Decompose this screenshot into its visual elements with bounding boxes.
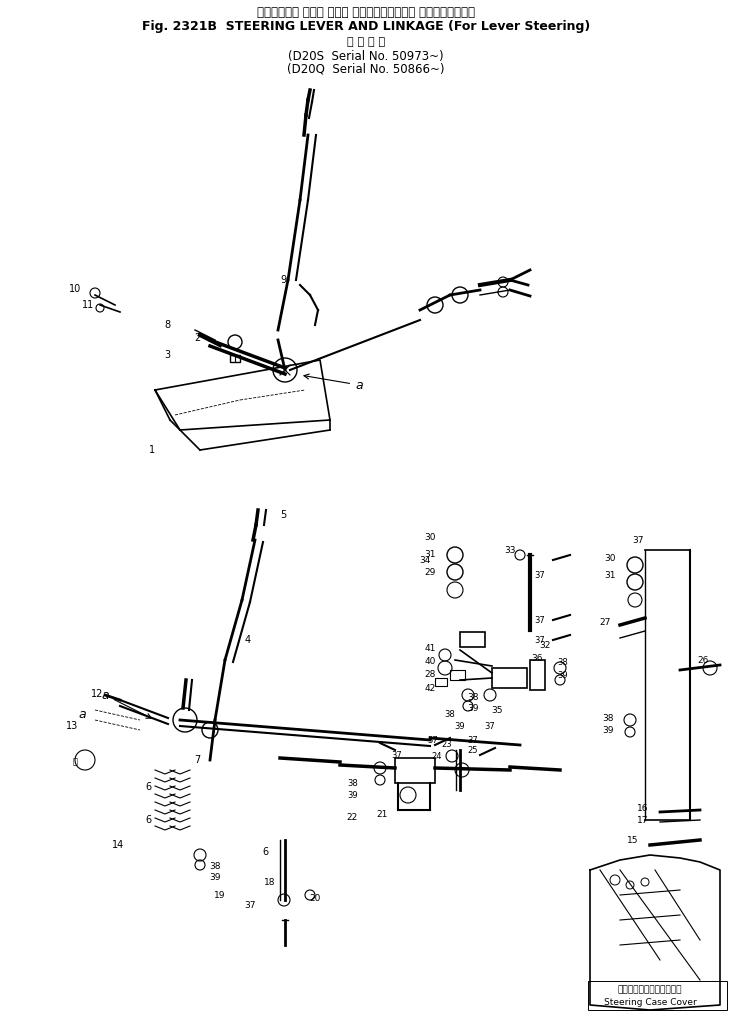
Text: 39: 39 [454, 722, 465, 731]
Text: 41: 41 [424, 644, 435, 652]
Text: 38: 38 [209, 862, 221, 871]
Text: 6: 6 [145, 782, 151, 792]
Text: 30: 30 [604, 554, 616, 562]
Text: 39: 39 [347, 790, 358, 799]
Text: 8: 8 [164, 320, 170, 330]
Text: 5: 5 [280, 510, 286, 520]
Text: (D20S  Serial No. 50973~): (D20S Serial No. 50973~) [288, 49, 443, 62]
Text: 31: 31 [424, 550, 435, 558]
Text: 12: 12 [91, 689, 103, 699]
Text: 32: 32 [539, 641, 550, 650]
Text: 38: 38 [603, 713, 614, 723]
Text: 31: 31 [604, 570, 616, 579]
Text: 39: 39 [209, 873, 221, 882]
Text: 11: 11 [82, 300, 94, 310]
Text: 37: 37 [633, 536, 644, 545]
Text: 29: 29 [424, 567, 435, 576]
Text: 17: 17 [637, 816, 649, 825]
Text: 42: 42 [424, 684, 435, 693]
Text: 34: 34 [419, 556, 431, 564]
Text: 37: 37 [427, 736, 438, 744]
Text: 1: 1 [149, 445, 155, 455]
Text: (D20Q  Serial No. 50866~): (D20Q Serial No. 50866~) [287, 62, 445, 76]
Bar [230, 355, 240, 362]
Text: 20: 20 [309, 893, 321, 902]
Text: 13: 13 [66, 721, 78, 731]
Text: 38: 38 [467, 693, 479, 701]
Text: 6: 6 [145, 815, 151, 825]
Bar [395, 758, 435, 783]
Text: 36: 36 [531, 653, 542, 662]
Text: 21: 21 [376, 809, 388, 819]
Text: 39: 39 [603, 726, 614, 735]
Text: a: a [78, 707, 86, 721]
Text: 6: 6 [262, 847, 268, 857]
Text: 19: 19 [214, 890, 226, 899]
Text: 37: 37 [485, 722, 496, 731]
Text: 38: 38 [558, 657, 568, 666]
Text: 26: 26 [697, 655, 709, 664]
Text: 適 用 号 機: 適 用 号 機 [347, 37, 385, 47]
Text: 18: 18 [265, 878, 276, 886]
Bar [450, 670, 465, 680]
Text: 25: 25 [468, 745, 478, 754]
Text: 14: 14 [112, 840, 124, 850]
Text: 4: 4 [245, 635, 251, 645]
Bar [492, 668, 527, 688]
Text: 24: 24 [432, 751, 442, 760]
Text: 23: 23 [442, 740, 452, 748]
Text: 2: 2 [194, 333, 200, 343]
Text: 33: 33 [504, 546, 516, 555]
Text: a: a [101, 689, 152, 718]
Text: 39: 39 [558, 670, 568, 680]
Text: 37: 37 [244, 900, 256, 910]
Text: Fig. 2321B  STEERING LEVER AND LINKAGE (For Lever Steering): Fig. 2321B STEERING LEVER AND LINKAGE (F… [142, 19, 590, 33]
Text: 37: 37 [534, 636, 545, 645]
Text: 37: 37 [391, 750, 402, 759]
Text: 16: 16 [637, 803, 649, 812]
Text: 22: 22 [347, 812, 358, 822]
Text: 7: 7 [194, 755, 200, 765]
Text: ステアリングケースカバー: ステアリングケースカバー [618, 985, 682, 994]
Bar [460, 632, 485, 647]
Text: 27: 27 [600, 617, 611, 626]
Text: 3: 3 [164, 350, 170, 360]
Bar [435, 678, 447, 686]
Text: 37: 37 [534, 615, 545, 624]
Text: Steering Case Cover: Steering Case Cover [603, 997, 696, 1007]
Text: 35: 35 [491, 705, 503, 714]
Text: 38: 38 [347, 779, 358, 788]
Text: 37: 37 [534, 570, 545, 579]
Bar [530, 660, 545, 690]
Text: 15: 15 [627, 836, 638, 844]
Text: 37: 37 [468, 736, 479, 744]
Text: 40: 40 [424, 656, 435, 665]
Text: a: a [304, 374, 363, 391]
Text: ステアリング レバー および リンケージ（レバー ステアリング用）: ステアリング レバー および リンケージ（レバー ステアリング用） [257, 5, 475, 18]
Text: 38: 38 [445, 709, 455, 718]
Text: 10: 10 [69, 284, 81, 294]
Text: 28: 28 [424, 669, 435, 679]
Text: 39: 39 [467, 703, 479, 712]
Text: 30: 30 [424, 532, 435, 542]
Text: 9: 9 [280, 275, 286, 285]
Text: ス: ス [73, 757, 78, 766]
